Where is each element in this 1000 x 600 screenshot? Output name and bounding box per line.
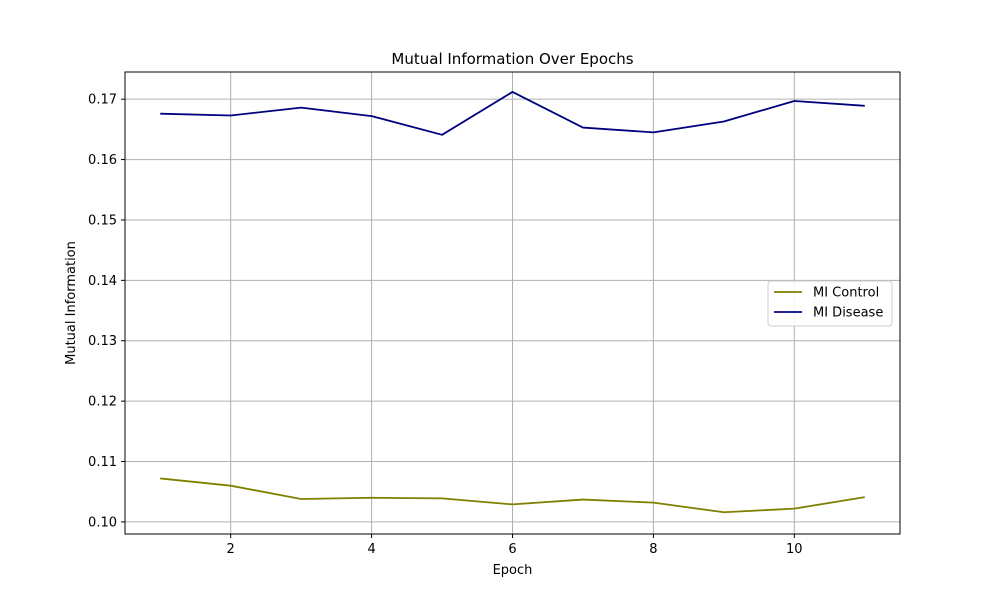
y-tick-label: 0.13 xyxy=(88,334,117,349)
x-tick-label: 6 xyxy=(508,542,516,557)
x-tick-label: 10 xyxy=(786,542,803,557)
x-tick-label: 2 xyxy=(227,542,235,557)
chart-title: Mutual Information Over Epochs xyxy=(391,50,633,68)
y-axis-label: Mutual Information xyxy=(64,241,79,365)
y-tick-label: 0.12 xyxy=(88,395,117,410)
y-tick-label: 0.11 xyxy=(88,455,117,470)
x-tick-label: 4 xyxy=(367,542,375,557)
y-axis: 0.10 0.11 0.12 0.13 0.14 0.15 0.16 0.17 xyxy=(88,93,125,530)
x-axis-label: Epoch xyxy=(493,563,533,578)
x-axis: 2 4 6 8 10 xyxy=(227,534,803,557)
grid xyxy=(125,72,900,534)
series-layer xyxy=(160,91,865,514)
series-line-mi-control xyxy=(160,477,865,514)
legend: MI Control MI Disease xyxy=(767,280,893,327)
legend-label: MI Disease xyxy=(813,306,883,321)
y-tick-label: 0.14 xyxy=(88,274,117,289)
y-tick-label: 0.16 xyxy=(88,153,117,168)
series-line-mi-disease xyxy=(160,91,865,136)
x-tick-label: 8 xyxy=(649,542,657,557)
y-tick-label: 0.17 xyxy=(88,93,117,108)
y-tick-label: 0.15 xyxy=(88,213,117,228)
legend-label: MI Control xyxy=(813,286,879,301)
y-tick-label: 0.10 xyxy=(88,515,117,530)
